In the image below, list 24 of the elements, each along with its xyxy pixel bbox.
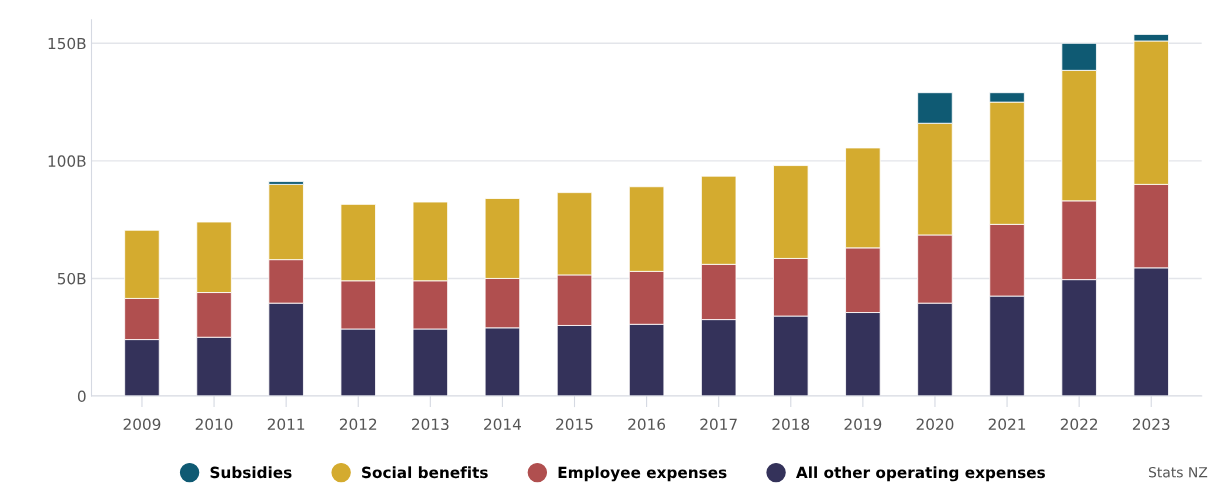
x-tick-label: 2011 [267, 418, 305, 431]
y-tick-label: 100B [48, 155, 86, 167]
x-tick-label: 2010 [195, 418, 233, 431]
x-tick-label: 2020 [916, 418, 954, 431]
x-tick-label: 2014 [484, 418, 521, 431]
legend-label: Social benefits [362, 466, 488, 479]
y-tick-label: 0 [77, 390, 86, 403]
y-tick-label: 150B [48, 37, 86, 50]
x-tick-label: 2013 [412, 418, 449, 431]
x-tick-label: 2012 [339, 418, 377, 431]
x-tick-label: 2018 [772, 418, 810, 431]
x-tick-label: 2019 [844, 418, 882, 431]
x-tick-label: 2022 [1060, 418, 1098, 431]
x-tick-label: 2017 [700, 418, 737, 431]
x-tick-label: 2021 [988, 418, 1026, 431]
y-tick-label: 50B [57, 272, 86, 285]
legend-label: All other operating expenses [796, 466, 1045, 482]
legend-label: Subsidies [210, 466, 292, 479]
x-tick-label: 2009 [123, 418, 161, 431]
x-tick-label: 2016 [628, 418, 666, 431]
legend-label: Employee expenses [558, 466, 727, 482]
x-tick-label: 2023 [1132, 418, 1170, 431]
x-tick-label: 2015 [556, 418, 593, 431]
text: Stats NZ [1148, 466, 1208, 478]
